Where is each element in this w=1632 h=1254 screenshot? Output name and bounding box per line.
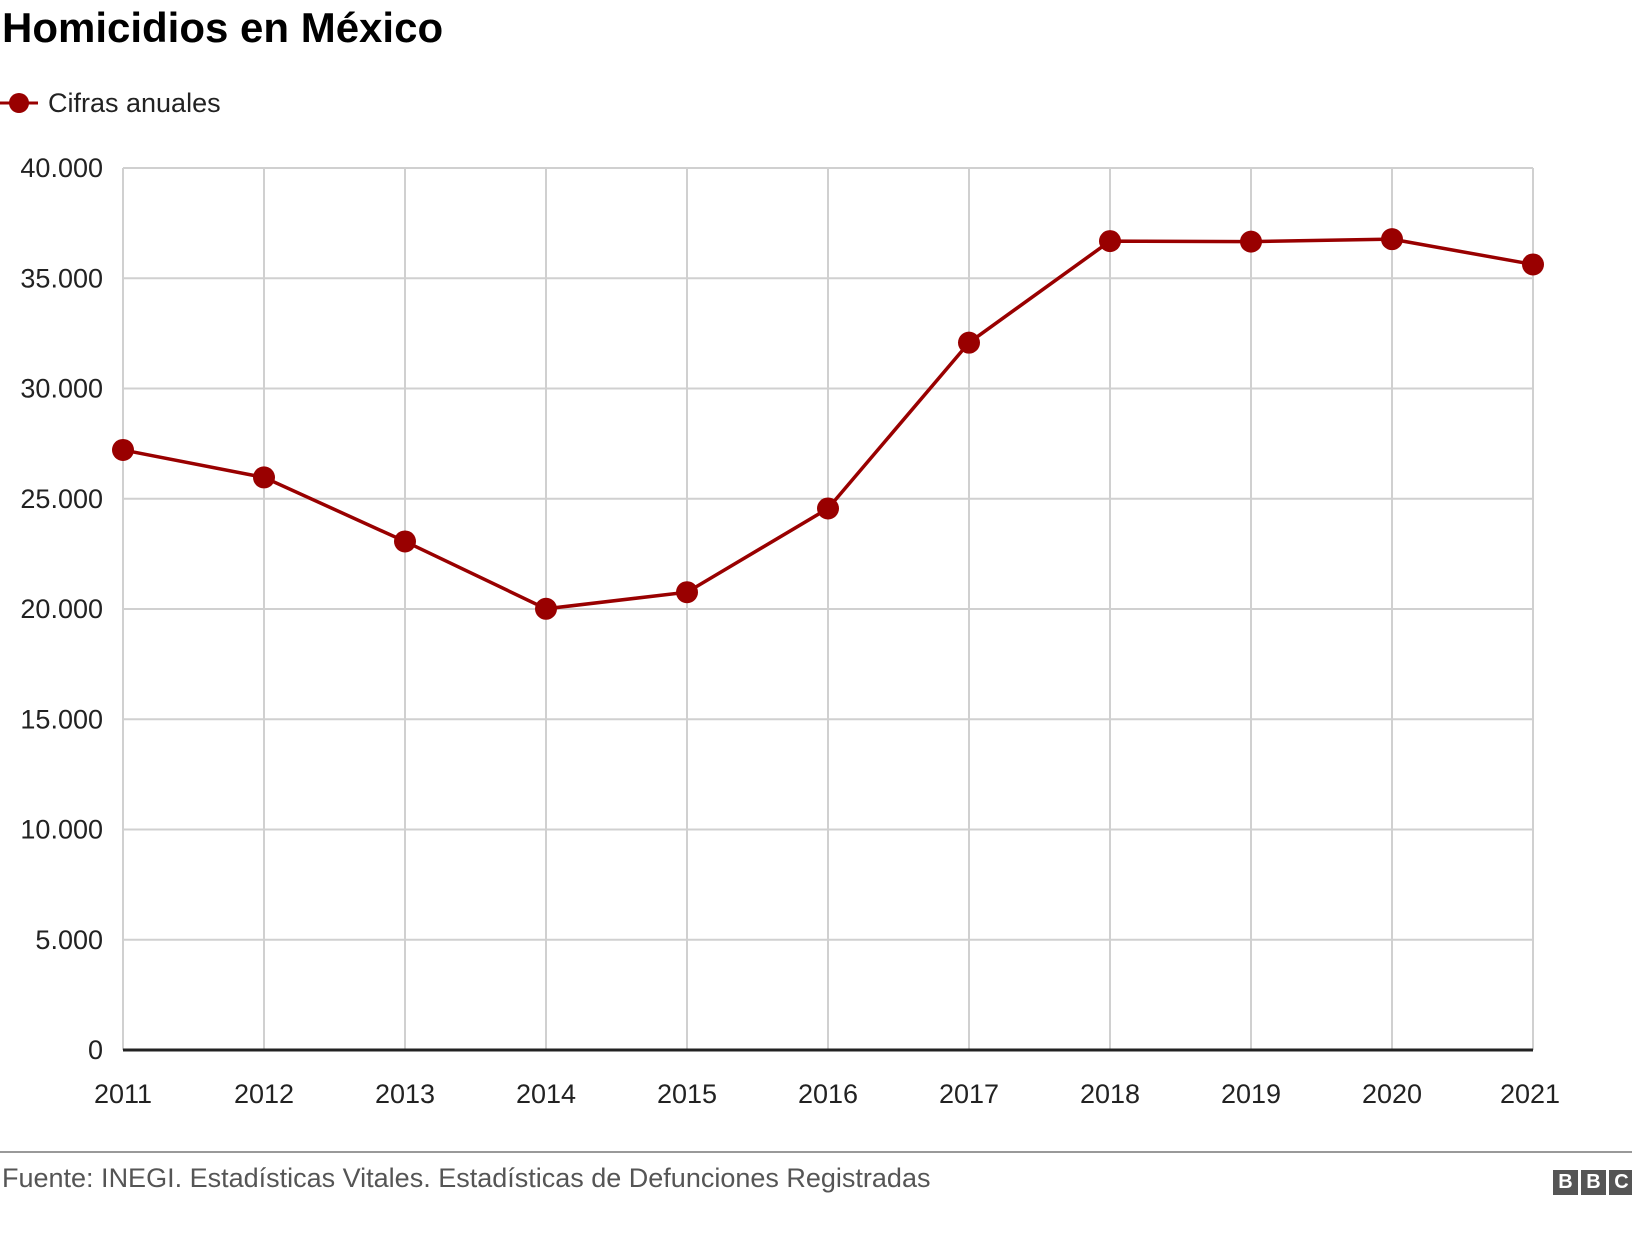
x-tick-label: 2011: [94, 1079, 152, 1109]
chart-title: Homicidios en México: [2, 4, 444, 51]
data-point: [1522, 253, 1544, 276]
x-tick-label: 2019: [1221, 1079, 1281, 1109]
y-tick-label: 15.000: [20, 704, 103, 734]
legend-label: Cifras anuales: [48, 87, 221, 118]
legend: Cifras anuales: [0, 86, 221, 120]
y-tick-label: 5.000: [35, 925, 103, 955]
y-tick-label: 20.000: [20, 594, 103, 624]
x-tick-label: 2014: [516, 1079, 576, 1109]
y-tick-label: 0: [88, 1035, 103, 1065]
data-point: [394, 530, 416, 553]
x-tick-label: 2013: [375, 1079, 435, 1109]
y-tick-label: 10.000: [20, 815, 103, 845]
source-note: Fuente: INEGI. Estadísticas Vitales. Est…: [2, 1163, 931, 1193]
data-point: [1099, 230, 1121, 253]
y-tick-label: 40.000: [20, 153, 103, 183]
line-chart: 0 5.000 10.000 15.000 20.000 25.000 30.000 35.0…: [20, 153, 1560, 1109]
data-point: [676, 581, 698, 604]
data-point: [112, 438, 134, 461]
x-tick-label: 2018: [1080, 1079, 1140, 1109]
data-point: [535, 597, 557, 620]
legend-marker-icon: [0, 93, 38, 113]
data-point: [958, 331, 980, 354]
y-tick-label: 35.000: [20, 263, 103, 293]
x-tick-label: 2015: [657, 1079, 717, 1109]
data-point: [817, 497, 839, 520]
x-tick-label: 2017: [939, 1079, 999, 1109]
data-point: [1240, 230, 1262, 253]
footer-divider: [0, 1151, 1632, 1153]
x-tick-label: 2020: [1362, 1079, 1422, 1109]
x-tick-label: 2016: [798, 1079, 858, 1109]
data-point: [1381, 228, 1403, 251]
x-tick-label: 2012: [234, 1079, 294, 1109]
x-tick-label: 2021: [1500, 1079, 1560, 1109]
y-tick-label: 30.000: [20, 374, 103, 404]
y-tick-label: 25.000: [20, 484, 103, 514]
data-point: [253, 466, 275, 489]
